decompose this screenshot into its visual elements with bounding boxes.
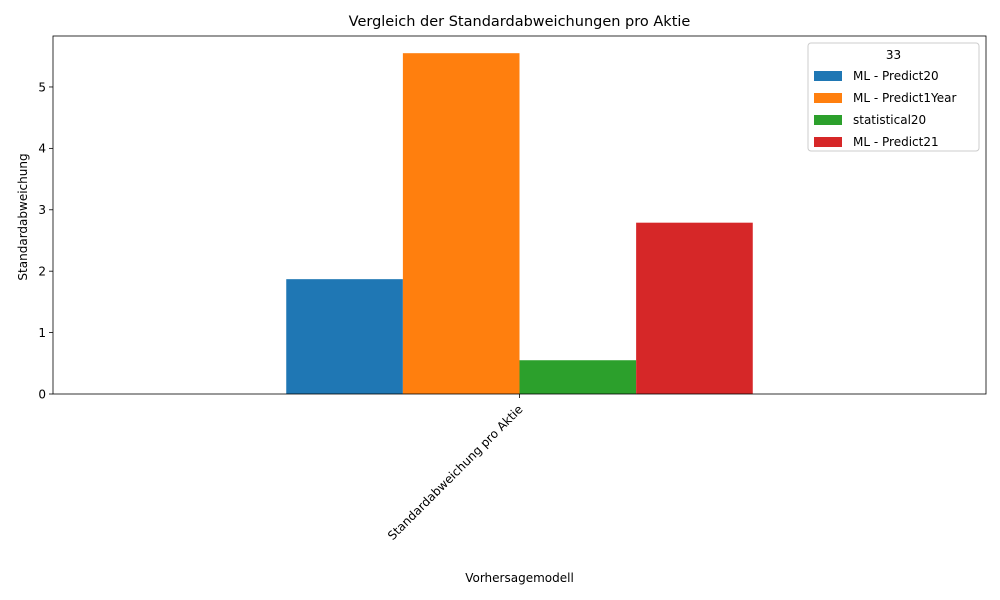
legend-entry: ML - Predict20: [853, 69, 939, 83]
y-tick-label: 1: [38, 326, 46, 340]
x-axis-label: Vorhersagemodell: [465, 571, 574, 585]
legend-swatch: [814, 137, 842, 147]
legend-entry: ML - Predict1Year: [853, 91, 956, 105]
y-tick-label: 4: [38, 142, 46, 156]
bar-statistical20: [519, 360, 637, 394]
bar-ml-predict21: [636, 222, 753, 394]
plot-frame: [52, 35, 987, 395]
y-tick-label: 3: [38, 203, 46, 217]
legend-entry: ML - Predict21: [853, 135, 939, 149]
legend-entry: statistical20: [853, 113, 926, 127]
legend-swatch: [814, 93, 842, 103]
y-tick-label: 0: [38, 387, 46, 401]
x-tick-label: Standardabweichung pro Aktie: [385, 402, 526, 543]
bar-ml-predict1year: [402, 53, 520, 394]
legend-swatch: [814, 71, 842, 81]
y-tick-label: 2: [38, 264, 46, 278]
y-axis-label: Standardabweichung: [16, 153, 30, 280]
bar-ml-predict20: [286, 279, 403, 394]
legend-swatch: [814, 115, 842, 125]
legend-title: 33: [886, 48, 901, 62]
legend-box: [807, 42, 980, 152]
y-tick-label: 5: [38, 80, 46, 94]
chart-title: Vergleich der Standardabweichungen pro A…: [349, 14, 691, 30]
legend: 33 ML - Predict20 ML - Predict1Year statist…: [807, 42, 980, 152]
